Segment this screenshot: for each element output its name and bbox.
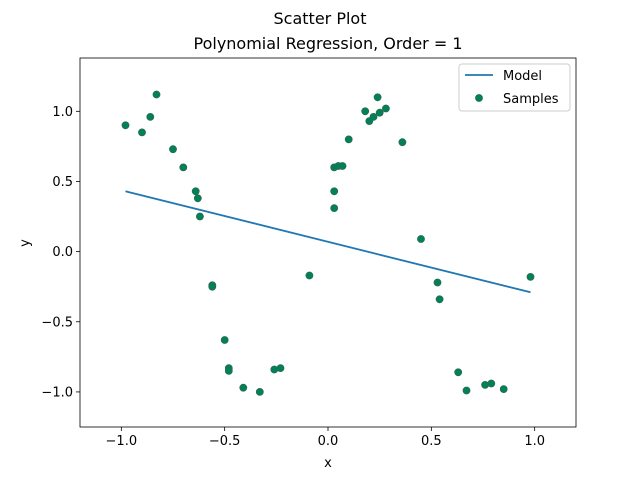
x-tick-label: 0.0 bbox=[318, 434, 339, 449]
sample-point bbox=[369, 113, 378, 121]
legend-model-label: Model bbox=[503, 69, 542, 84]
y-tick-label: 1.0 bbox=[52, 105, 73, 120]
sample-point bbox=[499, 385, 508, 394]
sample-point bbox=[330, 187, 339, 196]
sample-point bbox=[344, 135, 353, 144]
sample-point bbox=[487, 379, 496, 388]
x-axis-ticks: −1.0 −0.5 0.0 0.5 1.0 bbox=[106, 427, 545, 449]
x-tick-label: 0.5 bbox=[421, 434, 442, 449]
sample-point bbox=[330, 204, 339, 213]
sample-point bbox=[338, 162, 347, 170]
y-tick-label: 0.0 bbox=[52, 245, 73, 260]
legend-samples-swatch bbox=[475, 94, 483, 102]
sample-point bbox=[121, 121, 130, 130]
sample-point bbox=[152, 90, 161, 99]
sample-point bbox=[276, 364, 285, 373]
sample-point bbox=[462, 386, 471, 395]
sample-point bbox=[239, 383, 248, 392]
y-axis-label: y bbox=[18, 239, 33, 247]
x-tick-label: −0.5 bbox=[209, 434, 241, 449]
sample-point bbox=[433, 278, 442, 287]
y-tick-label: 0.5 bbox=[52, 175, 73, 190]
sample-point bbox=[193, 194, 202, 203]
sample-point bbox=[361, 107, 370, 116]
model-line bbox=[125, 190, 531, 294]
x-axis-label: x bbox=[324, 456, 332, 471]
sample-point bbox=[375, 108, 384, 117]
sample-point bbox=[381, 104, 390, 113]
plot-content bbox=[121, 90, 535, 396]
sample-point bbox=[526, 272, 535, 281]
chart-subtitle: Polynomial Regression, Order = 1 bbox=[194, 34, 463, 53]
legend-samples-label: Samples bbox=[503, 92, 559, 107]
chart-title: Scatter Plot bbox=[274, 9, 367, 28]
sample-point bbox=[138, 128, 146, 137]
sample-point bbox=[417, 235, 425, 243]
sample-point bbox=[454, 368, 463, 377]
sample-point bbox=[255, 387, 264, 396]
sample-point bbox=[146, 113, 155, 121]
sample-point bbox=[398, 138, 407, 147]
x-tick-label: −1.0 bbox=[106, 434, 138, 449]
y-tick-label: −0.5 bbox=[41, 315, 73, 330]
sample-point bbox=[224, 366, 233, 375]
y-tick-label: −1.0 bbox=[41, 385, 73, 400]
sample-point bbox=[195, 212, 204, 221]
sample-point bbox=[435, 295, 444, 304]
sample-point bbox=[208, 282, 217, 291]
sample-point bbox=[220, 336, 229, 344]
sample-point bbox=[169, 145, 177, 154]
sample-point bbox=[373, 93, 382, 102]
x-tick-label: 1.0 bbox=[524, 434, 545, 449]
y-axis-ticks: −1.0 −0.5 0.0 0.5 1.0 bbox=[41, 105, 80, 400]
sample-point bbox=[305, 271, 314, 280]
sample-point bbox=[179, 163, 188, 172]
sample-point bbox=[191, 187, 200, 196]
legend: Model Samples bbox=[458, 63, 571, 112]
